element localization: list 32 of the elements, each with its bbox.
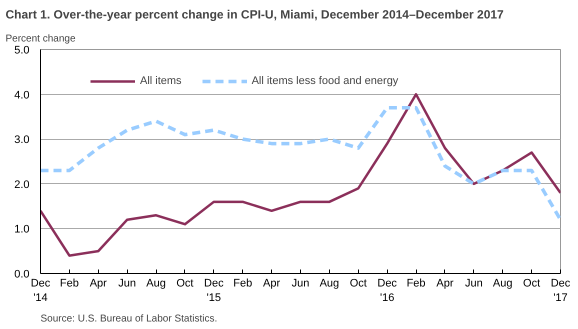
x-tick-label: Apr [436,278,454,290]
y-tick-label: 0.0 [14,268,30,280]
y-tick-label: 2.0 [14,178,30,191]
line-series [40,93,560,257]
x-tick-label: Dec '14 [30,278,51,304]
x-tick-label: Aug [320,278,340,290]
x-tick-label: Feb [60,278,79,290]
x-tick-label: Feb [406,278,426,290]
x-tick-label: Jun [464,278,483,290]
source-note: Source: U.S. Bureau of Labor Statistics. [40,314,218,324]
x-tick-label: Aug [146,278,166,290]
y-axis-title: Percent change [6,34,76,44]
legend-label: All items [140,75,182,87]
x-tick-label: Feb [233,278,252,290]
y-tick-label: 1.0 [14,224,30,236]
y-tick-label: 4.0 [14,89,30,102]
x-tick-label: Apr [90,278,108,290]
x-tick-label: Jun [118,278,136,290]
x-tick-label: Oct [176,278,194,290]
x-tick-label: Dec '17 [550,278,571,304]
line-series [40,106,560,222]
x-tick-label: Apr [263,278,281,290]
chart-title: Chart 1. Over-the-year percent change in CPI-U, Miami, December 2014–December 2017 [6,8,504,22]
x-tick-label: Dec '16 [377,278,398,304]
x-tick-label: Dec '15 [204,278,224,304]
x-tick-label: Oct [350,278,367,290]
x-tick-label: Jun [292,278,310,290]
x-tick-label: Aug [492,278,513,290]
x-tick-label: Oct [523,278,540,290]
y-tick-label: 5.0 [14,44,30,56]
y-tick-label: 3.0 [14,134,30,146]
legend-label: All items less food and energy [252,75,398,87]
